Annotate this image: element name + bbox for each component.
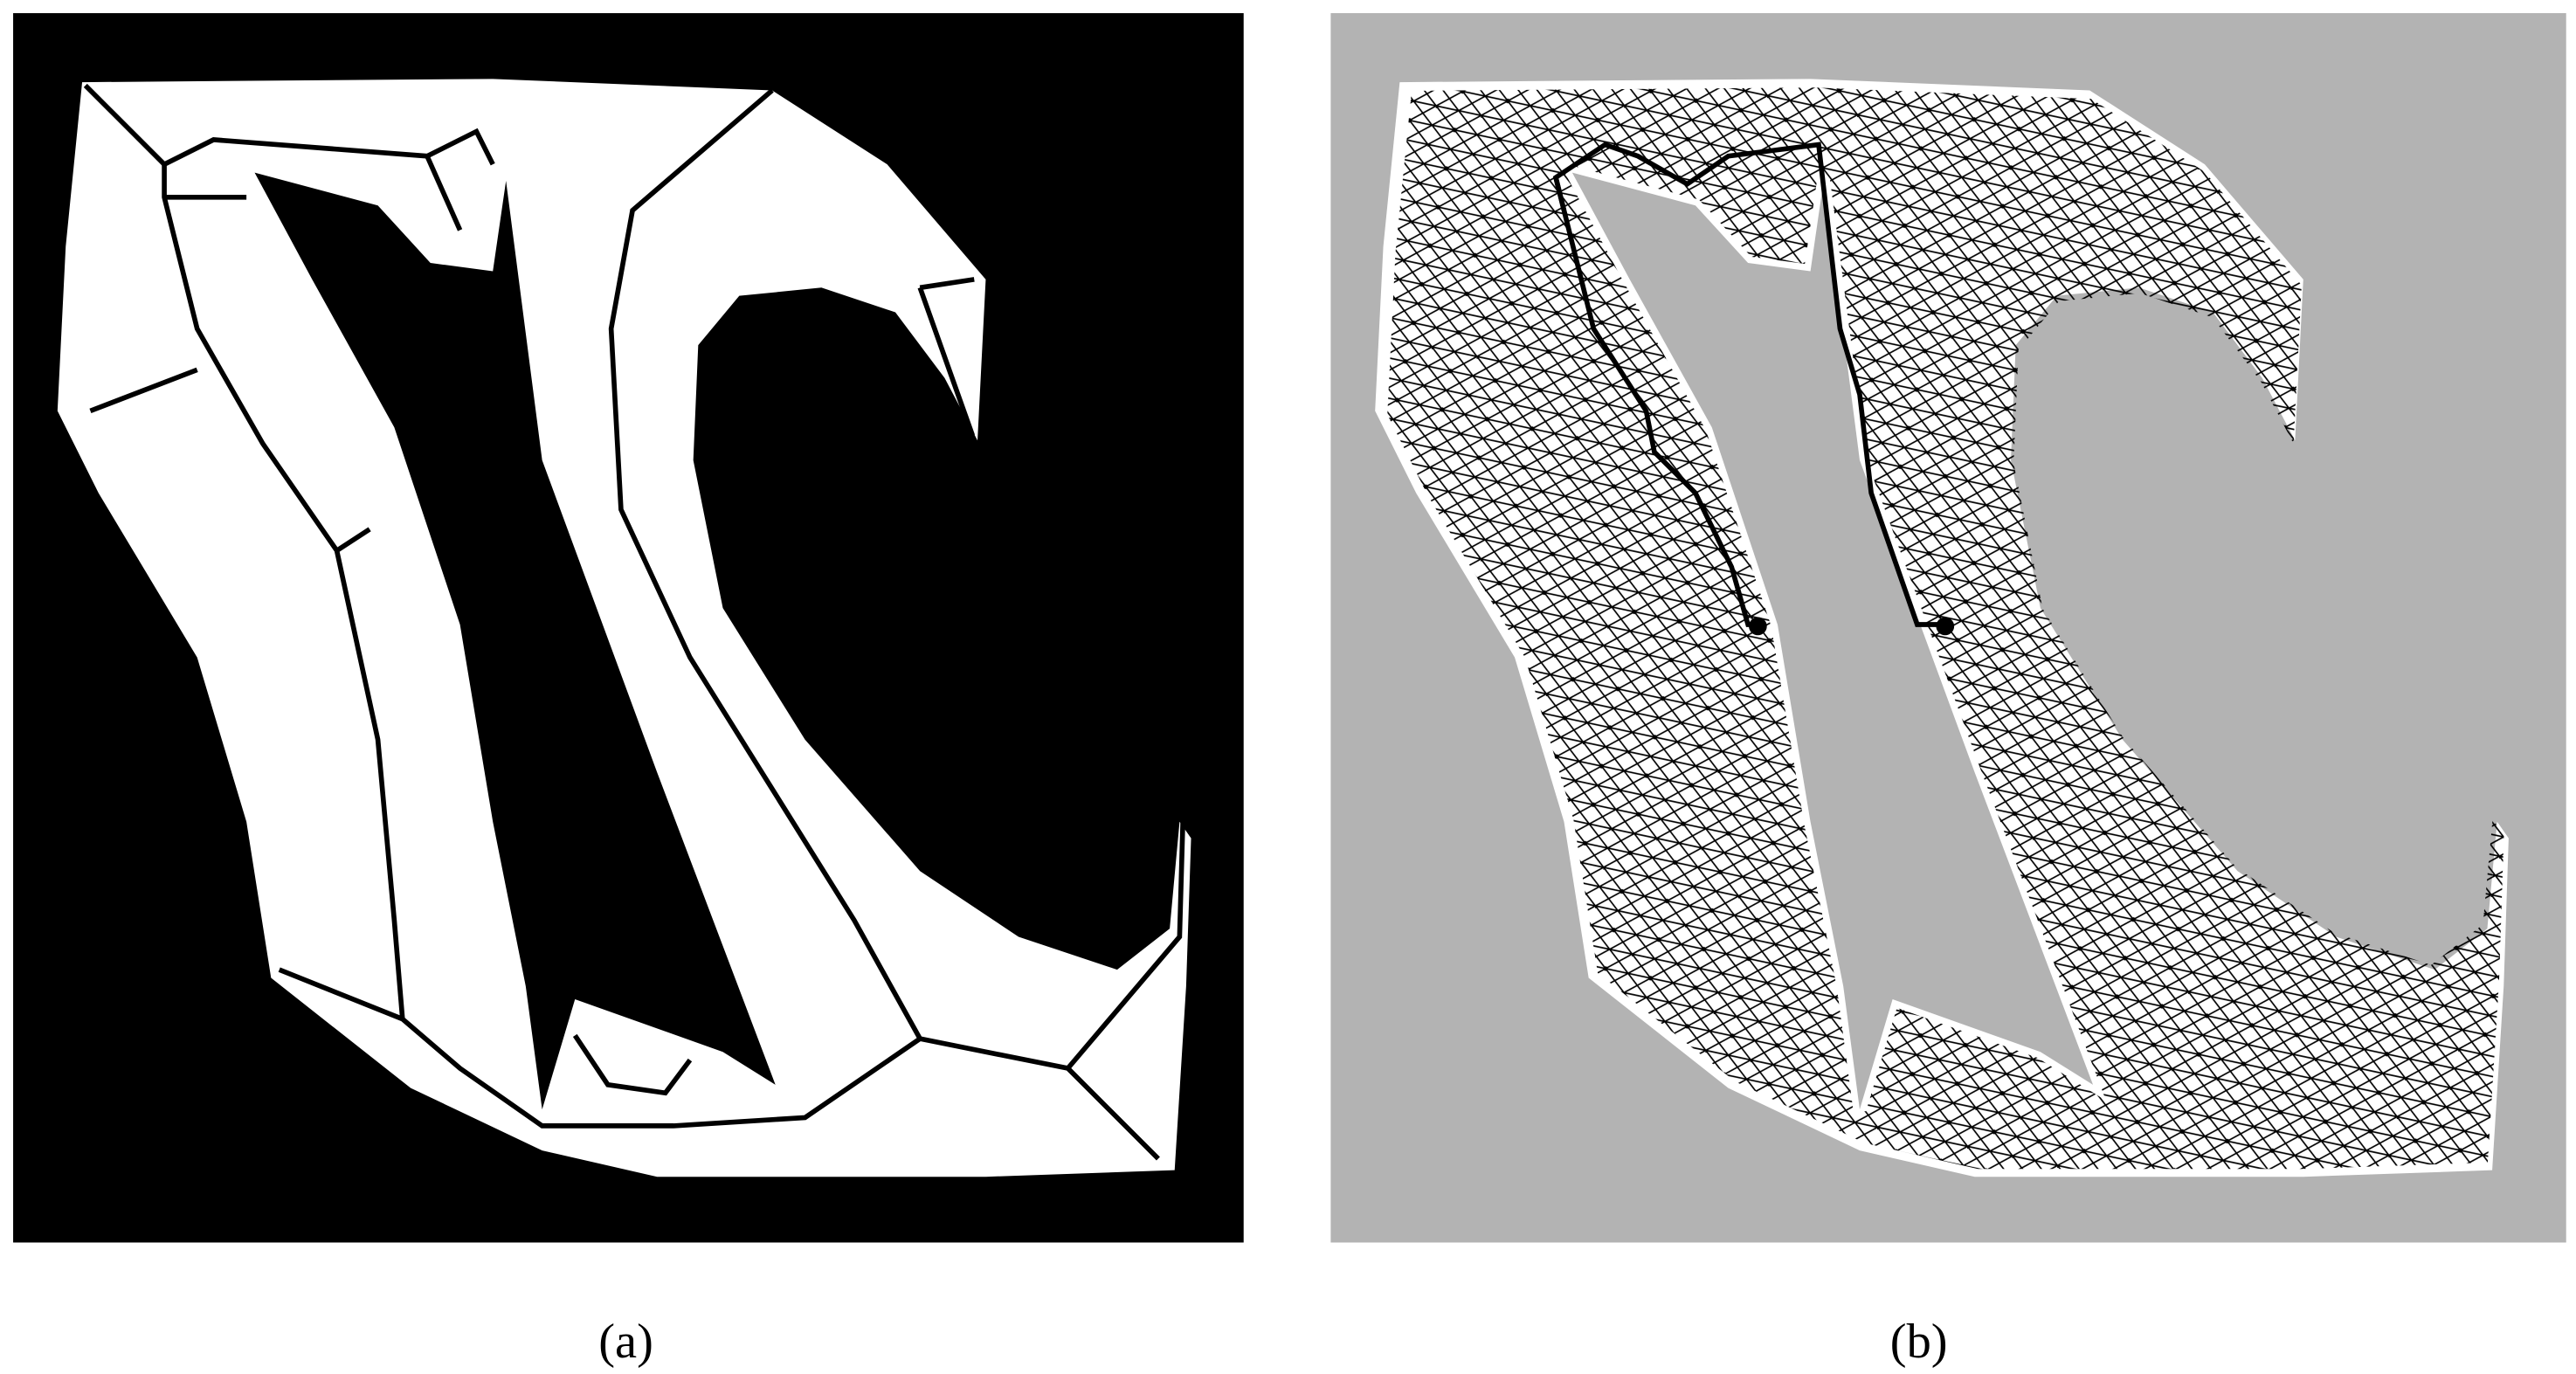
endpoint — [1749, 617, 1767, 636]
path — [1552, 142, 1943, 627]
panel-a — [13, 13, 1244, 1243]
panel-b — [1330, 13, 2566, 1243]
caption: (a) — [598, 1315, 653, 1369]
caption: (b) — [1890, 1315, 1948, 1369]
skeleton — [83, 83, 1185, 1161]
endpoint — [1936, 617, 1955, 636]
